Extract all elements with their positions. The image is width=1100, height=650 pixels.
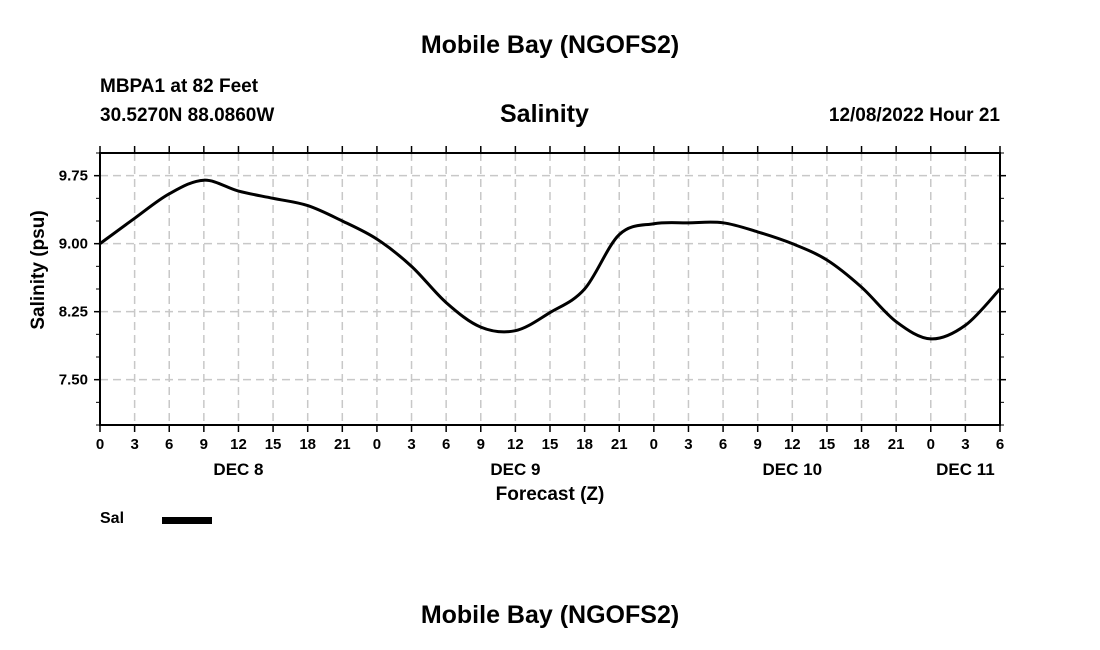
legend-swatch-sal xyxy=(162,517,212,524)
x-tick-label: 9 xyxy=(754,436,762,453)
x-tick-label: 6 xyxy=(442,436,450,453)
x-tick-label: 6 xyxy=(719,436,727,453)
x-tick-label: 15 xyxy=(819,436,836,453)
date-label: DEC 10 xyxy=(763,460,823,479)
y-tick-labels: 7.50 8.25 9.00 9.75 xyxy=(59,168,88,389)
x-tick-label: 0 xyxy=(927,436,935,453)
y-tick-label: 8.25 xyxy=(59,304,88,321)
date-label: DEC 9 xyxy=(490,460,540,479)
series-line-sal xyxy=(98,178,1002,341)
x-tick-label: 3 xyxy=(130,436,138,453)
x-tick-label: 0 xyxy=(650,436,658,453)
date-label: DEC 8 xyxy=(213,460,263,479)
station-coordinates: 30.5270N 88.0860W xyxy=(100,105,275,126)
date-labels: DEC 8 DEC 9 DEC 10 DEC 11 xyxy=(213,460,994,479)
x-tick-labels: 0 3 6 9 12 15 18 21 0 3 6 9 12 15 18 21 0 3 6 9 12 15 18 21 0 3 6 xyxy=(96,436,1004,453)
x-tick-label: 9 xyxy=(200,436,208,453)
date-label: DEC 11 xyxy=(936,460,995,479)
x-tick-label: 18 xyxy=(576,436,593,453)
footer-title: Mobile Bay (NGOFS2) xyxy=(420,601,680,629)
x-tick-label: 18 xyxy=(299,436,316,453)
x-tick-label: 3 xyxy=(684,436,692,453)
x-tick-label: 3 xyxy=(961,436,969,453)
forecast-timestamp: 12/08/2022 Hour 21 xyxy=(828,105,1000,126)
plot-frame xyxy=(99,152,1001,426)
page-title: Mobile Bay (NGOFS2) xyxy=(420,31,680,59)
x-tick-label: 6 xyxy=(165,436,173,453)
x-tick-label: 21 xyxy=(611,436,628,453)
y-tick-label: 9.75 xyxy=(59,168,88,185)
x-tick-label: 12 xyxy=(230,436,247,453)
y-tick-label: 7.50 xyxy=(59,372,88,389)
chart-title: Salinity xyxy=(500,100,589,128)
x-axis-label: Forecast (Z) xyxy=(496,484,605,505)
x-tick-label: 9 xyxy=(477,436,485,453)
station-name: MBPA1 at 82 Feet xyxy=(100,76,259,97)
x-tick-label: 18 xyxy=(853,436,870,453)
x-tick-label: 0 xyxy=(96,436,104,453)
x-tick-label: 15 xyxy=(265,436,282,453)
x-tick-label: 21 xyxy=(888,436,905,453)
x-tick-label: 21 xyxy=(334,436,351,453)
y-tick-label: 9.00 xyxy=(59,236,88,253)
x-tick-label: 0 xyxy=(373,436,381,453)
x-tick-label: 15 xyxy=(542,436,559,453)
x-tick-label: 12 xyxy=(507,436,524,453)
x-tick-label: 6 xyxy=(996,436,1004,453)
legend-label-sal: Sal xyxy=(100,510,125,527)
y-axis-label: Salinity (psu) xyxy=(28,210,49,329)
x-tick-label: 12 xyxy=(784,436,801,453)
x-tick-label: 3 xyxy=(407,436,415,453)
